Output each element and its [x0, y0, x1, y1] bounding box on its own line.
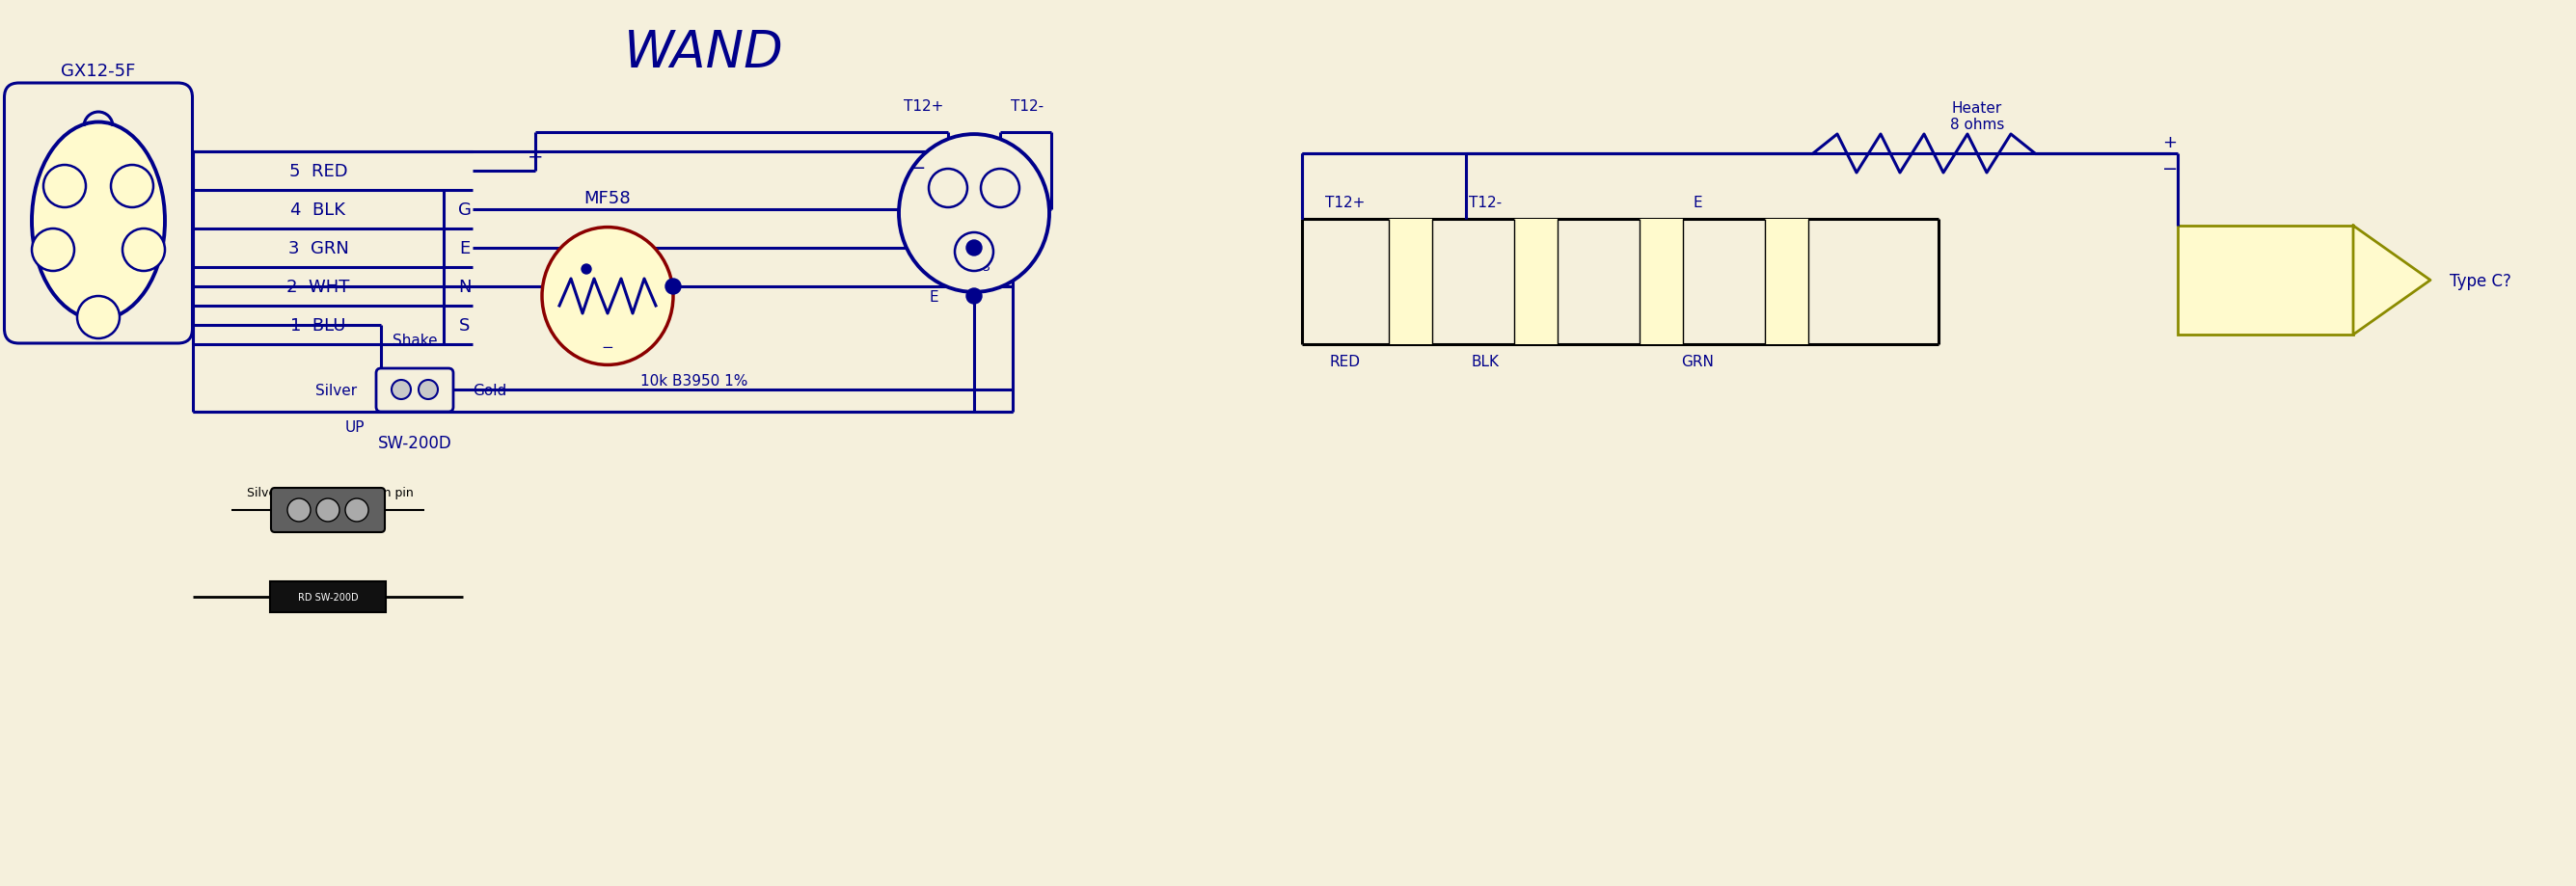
Text: Gold: Gold: [471, 383, 507, 397]
FancyBboxPatch shape: [270, 582, 386, 612]
Text: E: E: [930, 290, 938, 304]
Text: 3  GRN: 3 GRN: [289, 240, 348, 257]
Text: Silver pin: Silver pin: [247, 486, 304, 500]
Text: +: +: [528, 148, 544, 167]
Text: E: E: [1692, 195, 1703, 209]
Text: 3: 3: [95, 311, 103, 324]
Text: SW-200D: SW-200D: [379, 434, 451, 452]
Circle shape: [289, 499, 312, 522]
Ellipse shape: [541, 228, 672, 365]
Text: +: +: [2164, 134, 2177, 152]
Circle shape: [111, 166, 155, 208]
Polygon shape: [2354, 226, 2429, 335]
Text: Heater
8 ohms: Heater 8 ohms: [1950, 101, 2004, 132]
Text: 4: 4: [139, 244, 147, 257]
Text: 5  RED: 5 RED: [289, 163, 348, 180]
Text: T12+: T12+: [1327, 195, 1365, 209]
Ellipse shape: [31, 123, 165, 320]
FancyBboxPatch shape: [1388, 220, 1432, 345]
FancyBboxPatch shape: [5, 84, 193, 344]
Text: 10k B3950 1%: 10k B3950 1%: [641, 374, 747, 389]
Text: 1: 1: [59, 180, 70, 193]
Text: 4  BLK: 4 BLK: [291, 201, 345, 219]
Circle shape: [930, 169, 969, 208]
Circle shape: [317, 499, 340, 522]
Text: S: S: [459, 317, 471, 334]
Text: GX12-5F: GX12-5F: [62, 63, 137, 80]
Text: RD SW-200D: RD SW-200D: [299, 592, 358, 602]
Circle shape: [124, 229, 165, 272]
Text: 2  WHT: 2 WHT: [286, 278, 350, 296]
Circle shape: [77, 297, 118, 339]
Circle shape: [392, 380, 410, 400]
Circle shape: [966, 241, 981, 256]
Text: Shake: Shake: [392, 333, 438, 347]
Text: E: E: [459, 240, 471, 257]
Text: T12-: T12-: [1010, 98, 1043, 113]
FancyBboxPatch shape: [2177, 226, 2354, 335]
Text: BLK: BLK: [1471, 354, 1499, 369]
Text: −: −: [2161, 159, 2177, 178]
Text: RED: RED: [1329, 354, 1360, 369]
Text: UP: UP: [345, 419, 366, 434]
FancyBboxPatch shape: [270, 488, 384, 532]
Ellipse shape: [899, 135, 1048, 292]
Circle shape: [665, 279, 680, 295]
Text: 5: 5: [129, 180, 137, 193]
Circle shape: [31, 229, 75, 272]
Text: −: −: [909, 159, 925, 176]
Text: −: −: [600, 339, 613, 354]
FancyBboxPatch shape: [1515, 220, 1558, 345]
FancyBboxPatch shape: [1638, 220, 1682, 345]
Circle shape: [582, 265, 592, 275]
Text: Type C?: Type C?: [2450, 272, 2512, 290]
Text: N: N: [459, 278, 471, 296]
Circle shape: [956, 233, 994, 272]
Circle shape: [345, 499, 368, 522]
Text: Silver: Silver: [314, 383, 358, 397]
Text: T12+: T12+: [904, 98, 943, 113]
Circle shape: [981, 169, 1020, 208]
Text: 3: 3: [981, 260, 989, 273]
Text: WAND: WAND: [623, 28, 783, 78]
Text: T12-: T12-: [1468, 195, 1502, 209]
Text: G: G: [459, 201, 471, 219]
Circle shape: [417, 380, 438, 400]
FancyBboxPatch shape: [376, 369, 453, 412]
Circle shape: [44, 166, 85, 208]
Text: 2: 2: [49, 244, 57, 257]
Text: GRN: GRN: [1682, 354, 1713, 369]
Text: MF58: MF58: [585, 190, 631, 207]
Circle shape: [966, 289, 981, 304]
Text: Golden pin: Golden pin: [348, 486, 415, 500]
FancyBboxPatch shape: [1765, 220, 1808, 345]
Text: 1  BLU: 1 BLU: [291, 317, 345, 334]
